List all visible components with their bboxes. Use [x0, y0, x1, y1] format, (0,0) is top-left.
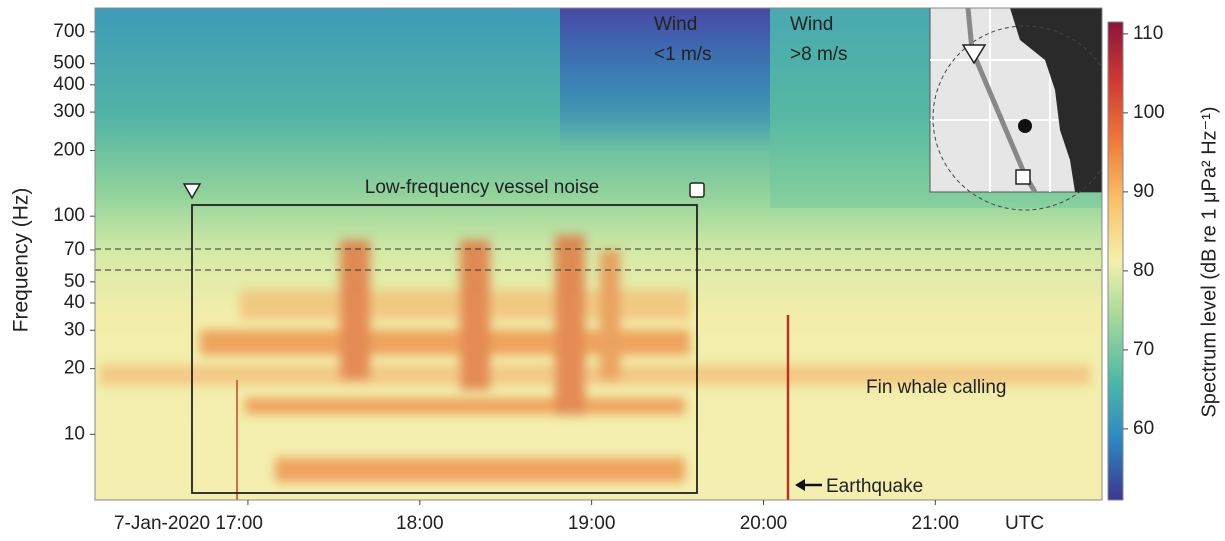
annotation: Fin whale calling	[866, 377, 1006, 398]
y-tick-label: 100	[53, 205, 85, 226]
y-axis-label: Frequency (Hz)	[10, 188, 33, 333]
y-tick-label: 30	[64, 319, 85, 340]
inset-map	[929, 8, 1102, 211]
annotation: Wind <1 m/s	[654, 14, 712, 65]
plot-frame	[94, 7, 1103, 501]
colorbar-label: Spectrum level (dB re 1 μPa² Hz⁻¹)	[1198, 106, 1220, 417]
y-tick-label: 700	[53, 21, 85, 42]
colorbar-tick-label: 60	[1133, 418, 1154, 439]
y-tick-label: 70	[64, 239, 85, 260]
colorbar-tick-label: 100	[1133, 102, 1165, 123]
y-tick-label: 400	[53, 74, 85, 95]
x-tick-label: 20:00	[740, 513, 788, 534]
y-tick-label: 300	[53, 101, 85, 122]
colorbar-tick-label: 110	[1133, 23, 1163, 44]
x-tick-label: 7-Jan-2020 17:00	[114, 513, 263, 534]
annotation: Wind >8 m/s	[790, 14, 848, 65]
y-tick-label: 40	[64, 292, 85, 313]
x-tick-label: 21:00	[912, 513, 960, 534]
annotation-line: Wind	[654, 14, 697, 35]
x-axis-label: UTC	[1005, 513, 1044, 534]
colorbar	[1107, 21, 1124, 501]
y-tick-label: 200	[53, 140, 85, 161]
y-tick-label: 50	[64, 271, 85, 292]
x-tick-label: 19:00	[568, 513, 616, 534]
y-tick-label: 20	[64, 358, 85, 379]
annotation: Low-frequency vessel noise	[365, 177, 599, 198]
annotation: Earthquake	[826, 476, 923, 497]
colorbar-tick-label: 70	[1133, 339, 1154, 360]
colorbar-tick-label: 90	[1133, 181, 1154, 202]
annotation-line: <1 m/s	[654, 44, 712, 65]
y-tick-label: 10	[64, 423, 85, 444]
y-tick-label: 500	[53, 53, 85, 74]
colorbar-tick-label: 80	[1133, 260, 1154, 281]
x-tick-label: 18:00	[396, 513, 444, 534]
annotation-line: >8 m/s	[790, 44, 848, 65]
annotation-line: Wind	[790, 14, 833, 35]
spectrogram-image	[95, 8, 1102, 500]
